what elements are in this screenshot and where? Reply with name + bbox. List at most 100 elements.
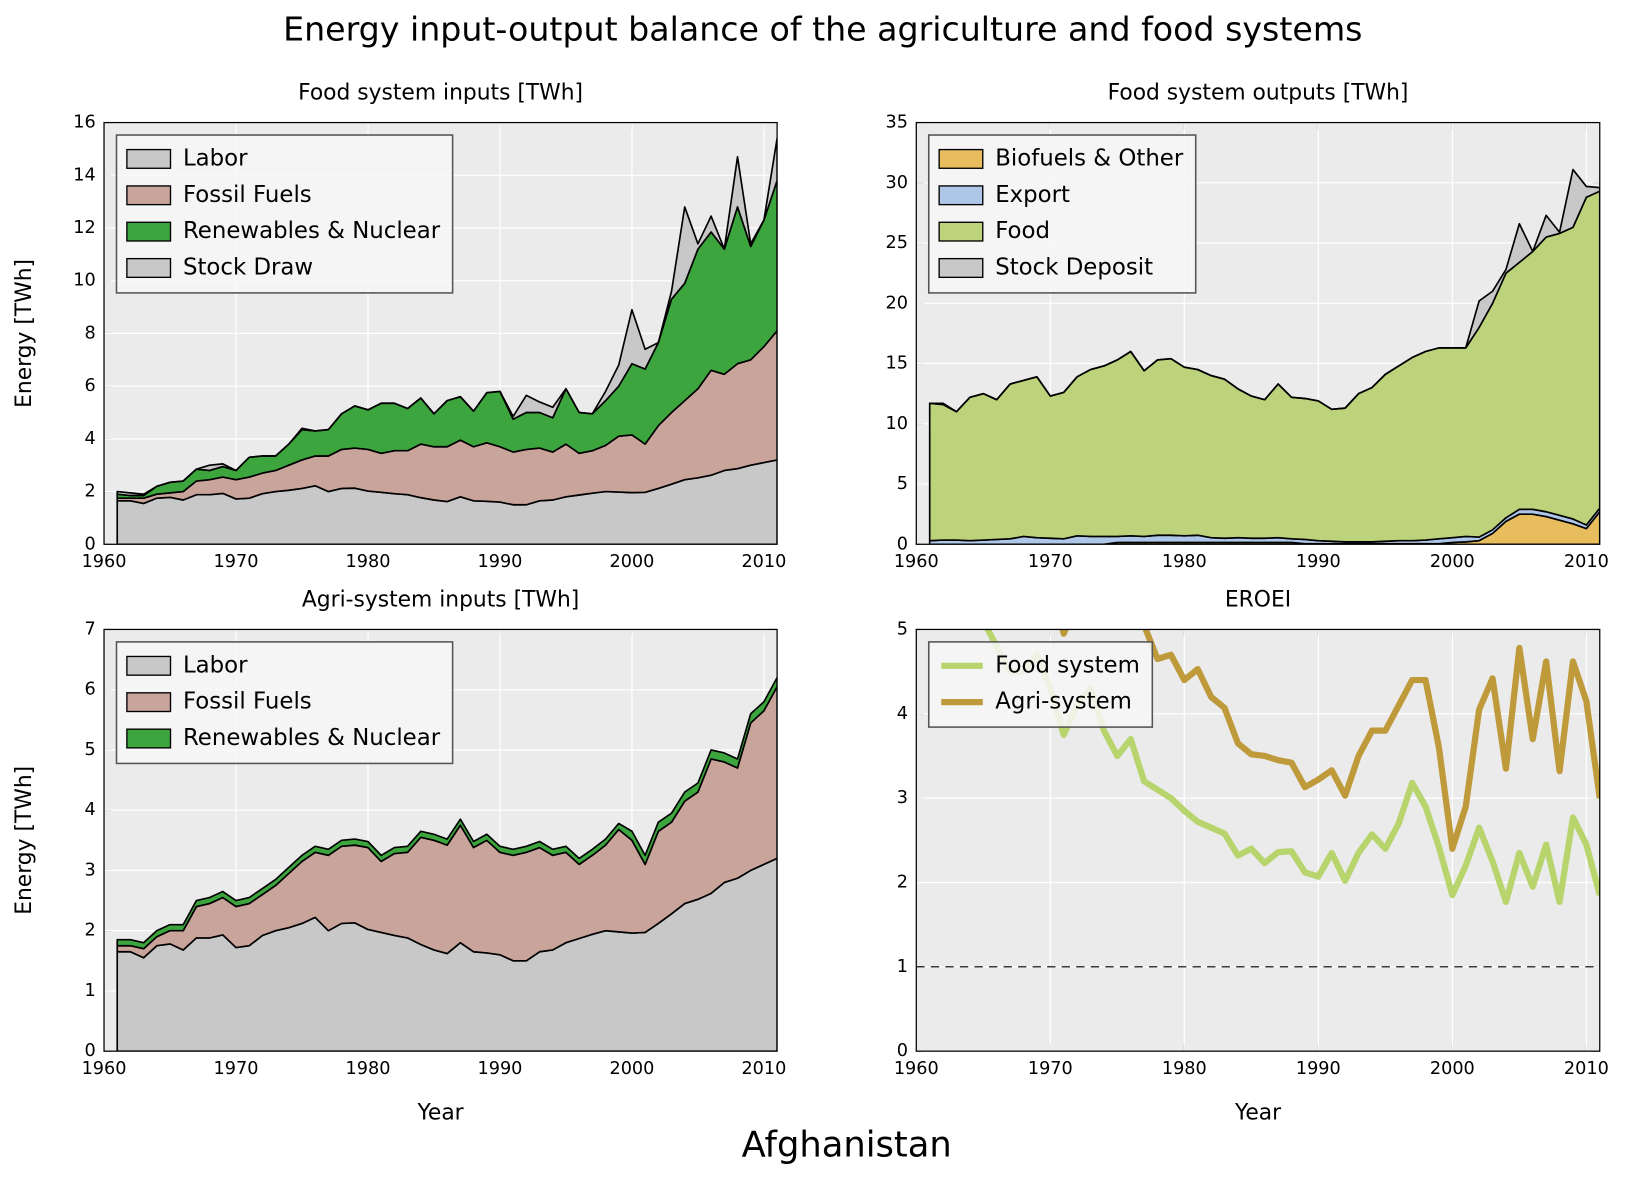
y-tick-label: 0 [84, 1041, 95, 1061]
x-axis-label: Year [416, 1100, 463, 1125]
x-tick-label: 2010 [1564, 552, 1609, 572]
x-tick-label: 2010 [741, 1059, 786, 1079]
y-tick-label: 25 [886, 233, 908, 253]
area [116, 137, 778, 497]
x-tick-label: 2000 [609, 1059, 654, 1079]
y-tick-label: 10 [73, 271, 95, 291]
legend-label: Labor [183, 145, 248, 171]
x-tick-label: 1980 [346, 1059, 391, 1079]
legend-label: Stock Deposit [995, 254, 1153, 280]
panel: 1960 1970 1980 1990 2000 2010 0 1 2 3 4 5 EROEI Year F… [894, 587, 1609, 1125]
y-tick-label: 1 [84, 981, 95, 1001]
x-tick-label: 1990 [478, 552, 523, 572]
x-tick-label: 2000 [1430, 1059, 1475, 1079]
panel: 1960 1970 1980 1990 2000 2010 0 5 10 15 20 25 30 35 Fo… [886, 80, 1609, 571]
legend-swatch [126, 185, 172, 206]
y-tick-label: 3 [897, 788, 908, 808]
legend-swatch [126, 257, 172, 279]
x-tick-label: 1970 [214, 1059, 259, 1079]
plot-frame [103, 121, 778, 545]
legend-label: Export [995, 182, 1070, 208]
legend-label: Biofuels & Other [995, 145, 1184, 171]
x-tick-label: 1960 [82, 1059, 127, 1079]
legend: Labor Fossil Fuels Renewables & Nuclear Sto… [115, 134, 454, 294]
legend-box [115, 641, 454, 765]
y-tick-label: 14 [73, 165, 95, 185]
y-tick-label: 5 [897, 619, 908, 639]
x-tick-label: 1980 [1162, 552, 1207, 572]
plot-area [116, 676, 778, 1052]
legend-swatch [126, 692, 172, 713]
y-axis-label: Energy [TWh] [12, 766, 37, 915]
legend-swatch [126, 728, 172, 749]
legend: Biofuels & Other Export Food Stock Deposit [927, 134, 1197, 294]
y-tick-label: 12 [73, 218, 95, 238]
y-tick-label: 30 [886, 173, 908, 193]
y-tick-label: 7 [84, 619, 95, 639]
y-tick-label: 4 [84, 429, 95, 449]
x-tick-label: 1990 [478, 1059, 523, 1079]
country-label: Afghanistan [742, 1125, 952, 1166]
y-tick-label: 2 [84, 921, 95, 941]
y-tick-label: 5 [897, 474, 908, 494]
y-tick-label: 20 [886, 293, 908, 313]
area [928, 168, 1600, 413]
subplot-title: EROEI [1225, 587, 1291, 612]
legend-label: Renewables & Nuclear [183, 725, 441, 751]
y-tick-label: 0 [897, 534, 908, 554]
y-tick-label: 4 [84, 800, 95, 820]
figure-title: Energy input-output balance of the agric… [283, 10, 1362, 49]
plot-frame [915, 628, 1601, 1052]
y-tick-label: 16 [73, 113, 95, 133]
x-tick-label: 1970 [214, 552, 259, 572]
subplot-title: Agri-system inputs [TWh] [302, 587, 579, 612]
x-tick-label: 2000 [1430, 552, 1475, 572]
subplot-title: Food system inputs [TWh] [298, 80, 583, 105]
legend-swatch [126, 221, 172, 242]
legend: Food system Agri-system [927, 641, 1154, 728]
legend-label: Stock Draw [183, 254, 313, 280]
y-tick-label: 0 [897, 1041, 908, 1061]
y-tick-label: 1 [897, 957, 908, 977]
plot-area [928, 168, 1600, 545]
panel: 1960 1970 1980 1990 2000 2010 0 2 4 6 8 10 12 14 16 Foo… [12, 80, 786, 571]
legend-label: Renewables & Nuclear [183, 218, 441, 244]
legend: Labor Fossil Fuels Renewables & Nuclear [115, 641, 454, 765]
legend-label: Food [995, 218, 1050, 244]
plot-area [116, 137, 778, 545]
legend-swatch [938, 185, 984, 206]
x-tick-label: 1960 [894, 552, 939, 572]
area [116, 676, 778, 950]
legend-box [927, 641, 1154, 728]
x-tick-label: 1980 [1162, 1059, 1207, 1079]
legend-swatch [126, 148, 172, 169]
x-tick-label: 1980 [346, 552, 391, 572]
legend-label: Fossil Fuels [183, 689, 312, 715]
legend-label: Food system [995, 652, 1140, 678]
y-tick-label: 15 [886, 354, 908, 374]
x-tick-label: 1990 [1296, 552, 1341, 572]
y-tick-label: 3 [84, 860, 95, 880]
x-tick-label: 2000 [609, 552, 654, 572]
y-tick-label: 6 [84, 680, 95, 700]
legend-swatch [938, 221, 984, 242]
y-tick-label: 10 [886, 414, 908, 434]
y-tick-label: 4 [897, 704, 908, 724]
y-tick-label: 6 [84, 376, 95, 396]
line [1059, 629, 1600, 852]
legend-label: Fossil Fuels [183, 182, 312, 208]
x-tick-label: 2010 [1564, 1059, 1609, 1079]
y-tick-label: 35 [886, 113, 908, 133]
plot-frame [915, 121, 1601, 545]
legend-label: Agri-system [995, 689, 1132, 715]
y-tick-label: 8 [84, 323, 95, 343]
x-tick-label: 1970 [1028, 552, 1073, 572]
y-tick-label: 5 [84, 740, 95, 760]
subplot-title: Food system outputs [TWh] [1108, 80, 1409, 105]
x-tick-label: 1960 [894, 1059, 939, 1079]
legend-box [115, 134, 454, 294]
y-axis-label: Energy [TWh] [12, 259, 37, 408]
y-tick-label: 2 [84, 482, 95, 502]
legend-swatch [938, 257, 984, 279]
